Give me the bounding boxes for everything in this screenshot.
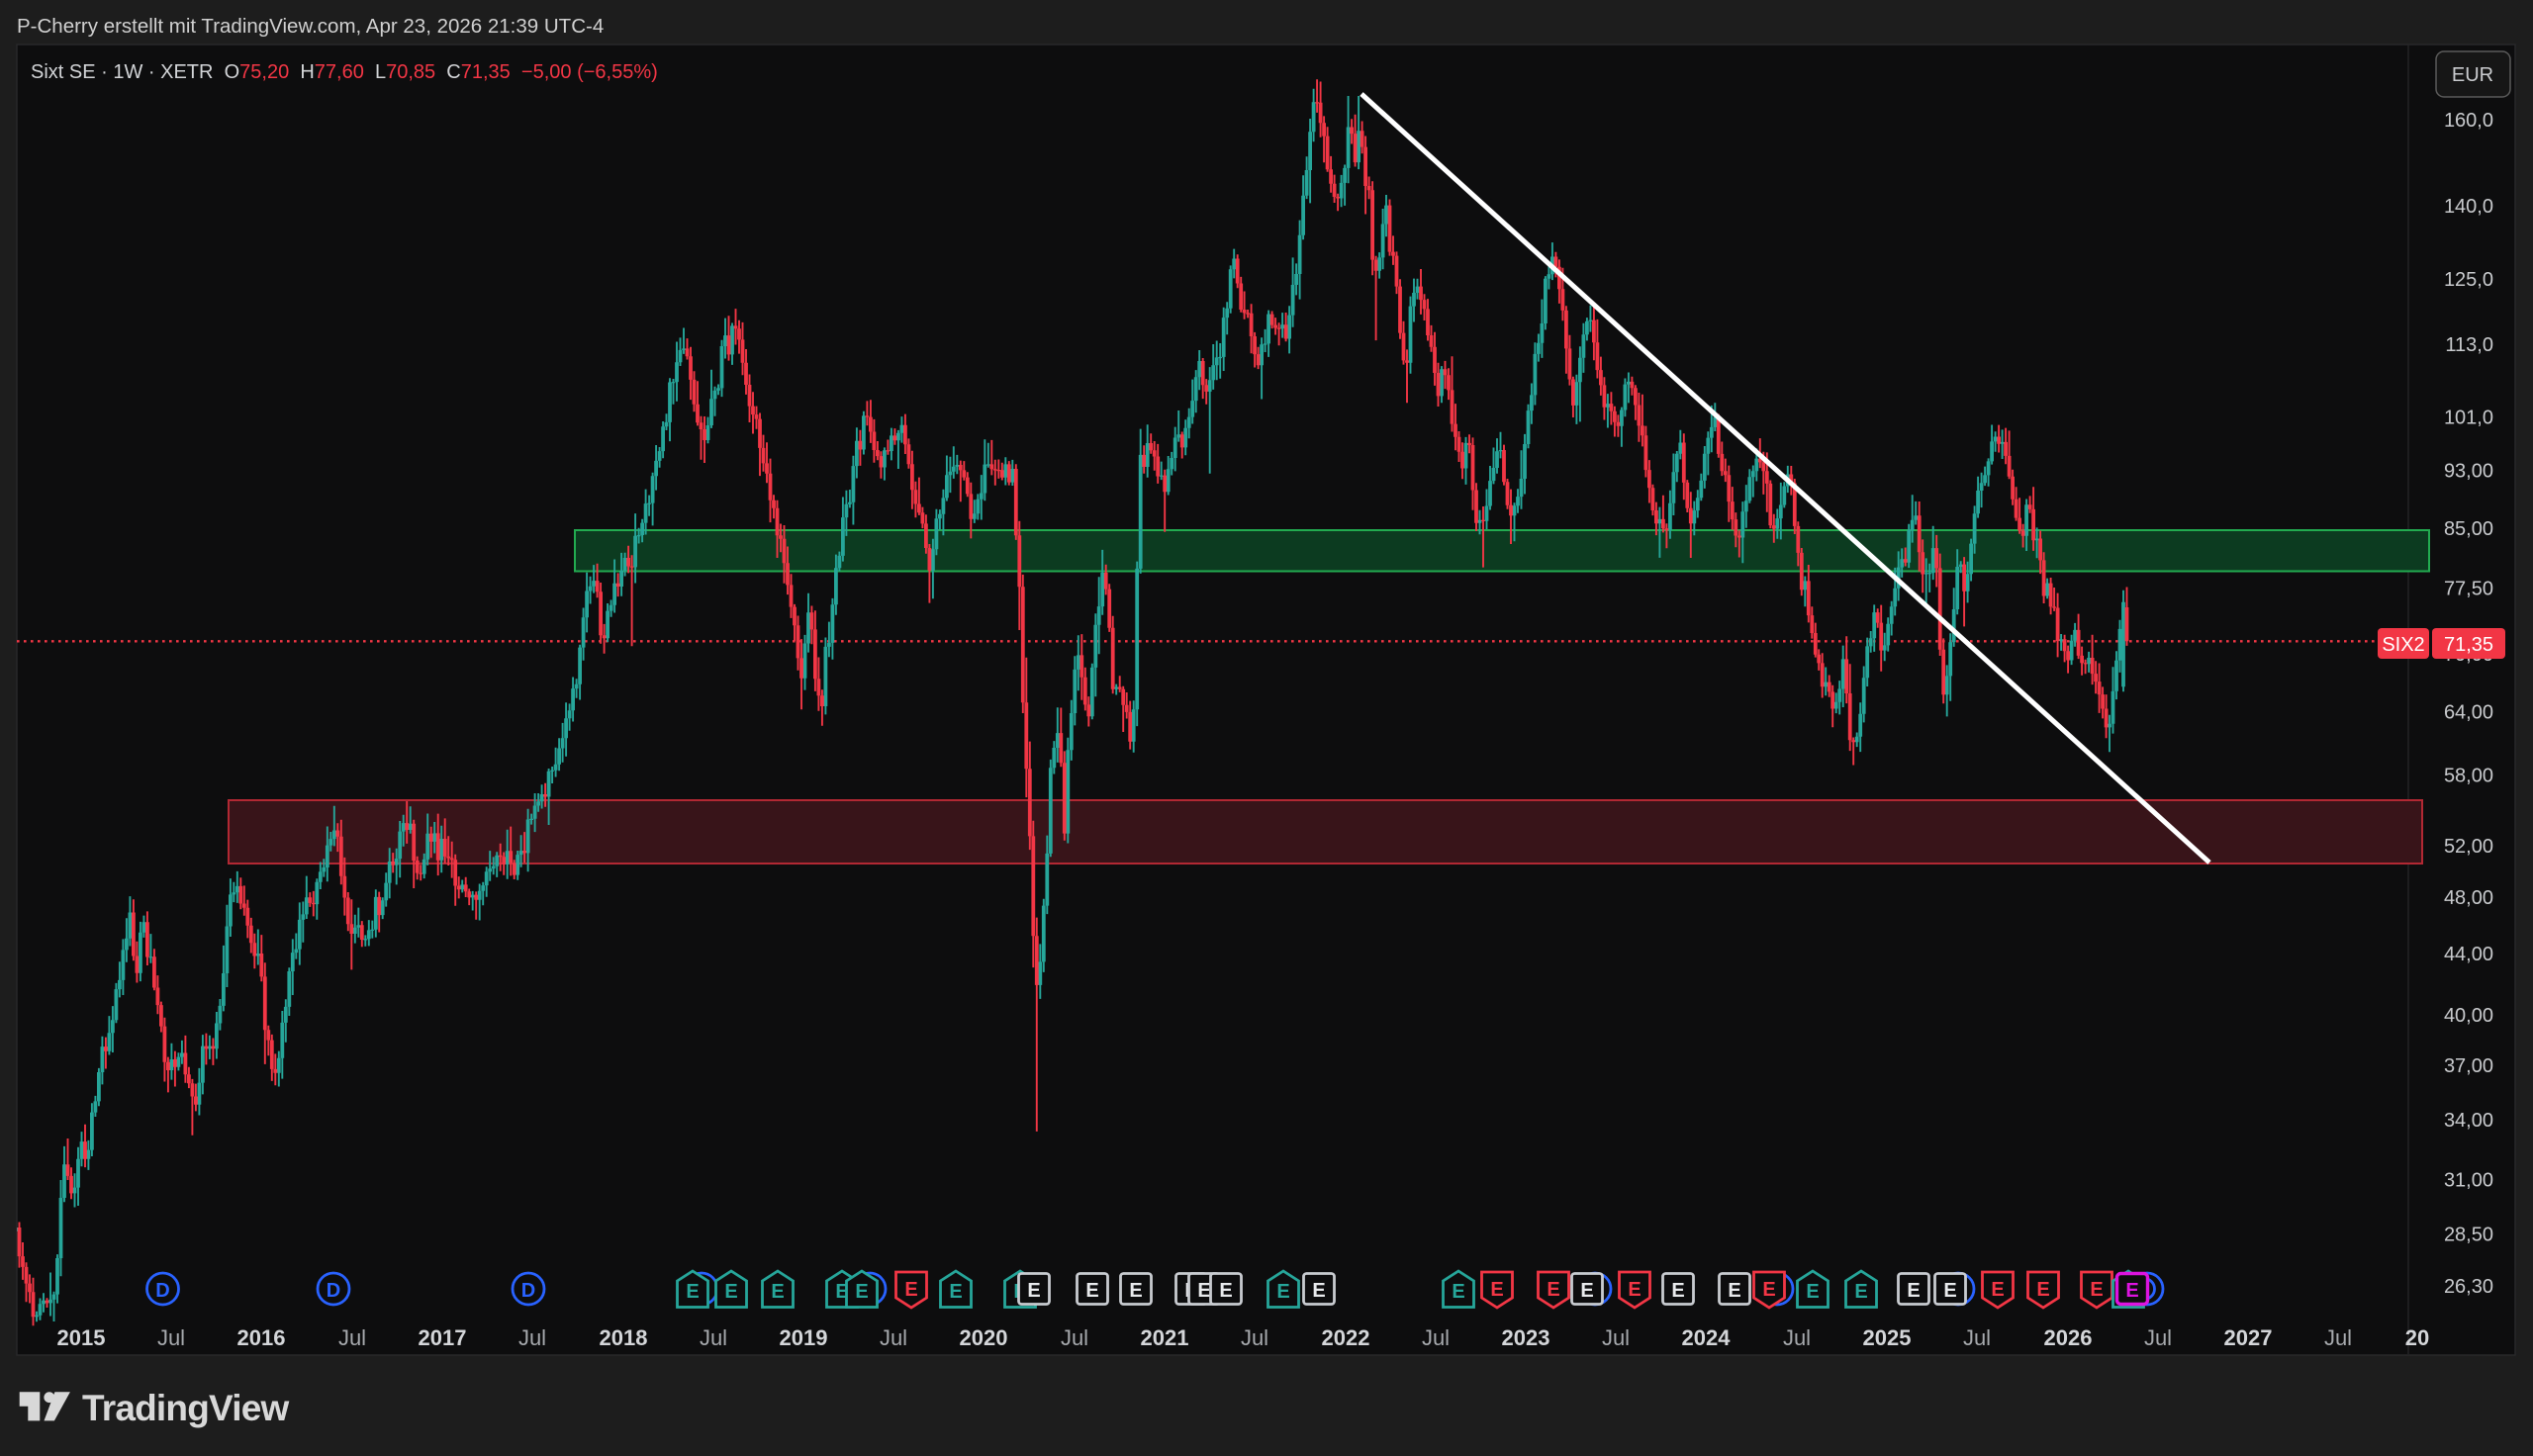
svg-text:E: E [904,1279,917,1301]
svg-text:Jul: Jul [157,1325,185,1350]
svg-text:Jul: Jul [518,1325,546,1350]
svg-text:D: D [327,1280,340,1302]
svg-text:2023: 2023 [1502,1325,1550,1350]
svg-text:E: E [1197,1280,1210,1302]
svg-text:E: E [771,1281,784,1303]
svg-text:160,0: 160,0 [2444,110,2493,132]
svg-text:140,0: 140,0 [2444,196,2493,218]
svg-text:D: D [521,1280,535,1302]
svg-text:E: E [1907,1280,1920,1302]
svg-text:Jul: Jul [1241,1325,1268,1350]
svg-text:2018: 2018 [600,1325,648,1350]
svg-text:E: E [1490,1279,1503,1301]
svg-text:E: E [1762,1279,1775,1301]
svg-text:2021: 2021 [1141,1325,1189,1350]
svg-text:2016: 2016 [237,1325,286,1350]
svg-text:20: 20 [2405,1325,2429,1350]
svg-text:Jul: Jul [1963,1325,1991,1350]
svg-text:E: E [1027,1280,1040,1302]
svg-text:28,50: 28,50 [2444,1224,2493,1245]
svg-text:26,30: 26,30 [2444,1276,2493,1298]
svg-text:Jul: Jul [1602,1325,1630,1350]
svg-text:E: E [1854,1281,1867,1303]
svg-text:E: E [1129,1280,1142,1302]
svg-text:2025: 2025 [1863,1325,1912,1350]
svg-text:E: E [1728,1280,1740,1302]
svg-text:E: E [2125,1280,2138,1302]
svg-text:E: E [1628,1279,1641,1301]
svg-text:E: E [724,1281,737,1303]
svg-text:Sixt SE · 1W · XETR O75,20 H: Sixt SE · 1W · XETR O75,20 H77,60 L70,85… [31,61,658,83]
svg-text:TradingView: TradingView [82,1388,289,1428]
svg-text:E: E [1547,1279,1559,1301]
svg-text:E: E [1219,1280,1232,1302]
svg-text:E: E [1991,1279,2004,1301]
svg-text:E: E [1085,1280,1098,1302]
svg-text:E: E [2090,1279,2103,1301]
svg-text:Jul: Jul [2144,1325,2172,1350]
svg-text:37,00: 37,00 [2444,1055,2493,1077]
svg-text:E: E [2036,1279,2049,1301]
svg-text:71,35: 71,35 [2444,634,2493,656]
svg-text:D: D [155,1280,169,1302]
svg-text:64,00: 64,00 [2444,701,2493,723]
svg-text:40,00: 40,00 [2444,1005,2493,1027]
svg-text:2026: 2026 [2044,1325,2093,1350]
svg-text:Jul: Jul [2324,1325,2352,1350]
svg-text:Jul: Jul [880,1325,907,1350]
svg-text:E: E [1452,1281,1464,1303]
svg-text:125,0: 125,0 [2444,269,2493,291]
svg-text:77,50: 77,50 [2444,578,2493,599]
svg-text:E: E [1276,1281,1289,1303]
svg-text:2027: 2027 [2224,1325,2273,1350]
svg-text:44,00: 44,00 [2444,944,2493,965]
svg-text:Jul: Jul [1061,1325,1088,1350]
svg-text:2015: 2015 [57,1325,106,1350]
svg-text:52,00: 52,00 [2444,836,2493,858]
svg-text:93,00: 93,00 [2444,460,2493,482]
svg-text:34,00: 34,00 [2444,1110,2493,1132]
svg-text:2020: 2020 [960,1325,1008,1350]
svg-text:P-Cherry erstellt mit TradingV: P-Cherry erstellt mit TradingView.com, A… [17,15,604,38]
svg-text:E: E [1312,1280,1325,1302]
svg-text:2022: 2022 [1322,1325,1370,1350]
svg-text:E: E [1671,1280,1684,1302]
svg-text:Jul: Jul [338,1325,366,1350]
svg-text:31,00: 31,00 [2444,1170,2493,1192]
svg-text:2019: 2019 [780,1325,828,1350]
svg-text:113,0: 113,0 [2445,334,2493,356]
svg-text:E: E [1580,1280,1593,1302]
svg-text:Jul: Jul [700,1325,727,1350]
svg-text:48,00: 48,00 [2444,887,2493,909]
svg-text:58,00: 58,00 [2444,766,2493,787]
svg-text:SIX2: SIX2 [2382,634,2424,656]
svg-text:Jul: Jul [1422,1325,1450,1350]
svg-text:2024: 2024 [1682,1325,1732,1350]
svg-text:E: E [1806,1281,1819,1303]
svg-text:E: E [855,1281,868,1303]
svg-text:EUR: EUR [2452,64,2493,86]
svg-text:85,00: 85,00 [2444,518,2493,540]
svg-text:2017: 2017 [419,1325,467,1350]
svg-text:E: E [1943,1280,1956,1302]
svg-text:101,0: 101,0 [2444,407,2493,428]
svg-text:Jul: Jul [1783,1325,1811,1350]
svg-text:E: E [949,1281,962,1303]
svg-text:E: E [686,1281,699,1303]
